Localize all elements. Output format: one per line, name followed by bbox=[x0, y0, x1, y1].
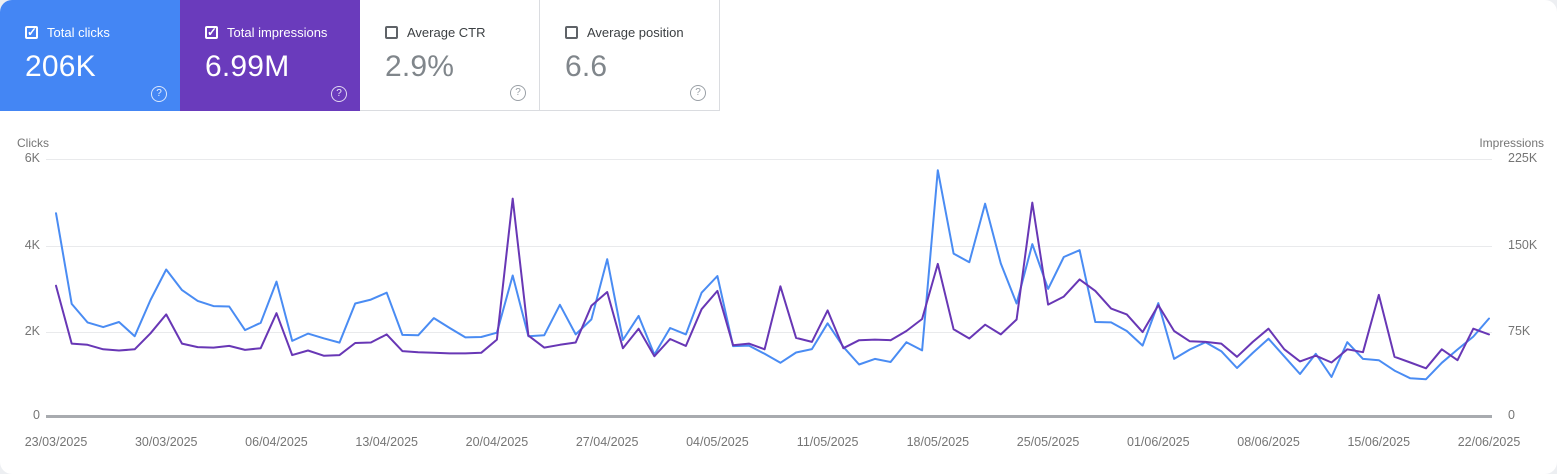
gridline bbox=[46, 159, 1492, 160]
impressions-line bbox=[55, 197, 1490, 370]
left-axis-tick: 6K bbox=[24, 151, 40, 165]
x-tick-label: 23/03/2025 bbox=[24, 435, 88, 449]
average-ctr-checkbox[interactable] bbox=[385, 26, 398, 39]
average-ctr-value: 2.9% bbox=[385, 50, 455, 83]
left-axis-tick: 4K bbox=[24, 238, 40, 252]
x-tick-label: 11/05/2025 bbox=[796, 435, 859, 449]
average-position-checkbox[interactable] bbox=[565, 26, 578, 39]
x-tick-label: 13/04/2025 bbox=[355, 435, 418, 449]
right-axis-tick: 150K bbox=[1508, 238, 1538, 252]
card-average-position[interactable]: Average position 6.6 ? bbox=[540, 0, 720, 111]
x-tick-label: 08/06/2025 bbox=[1237, 435, 1300, 449]
gridline bbox=[46, 246, 1492, 247]
metric-cards: Total clicks 206K ? Total impressions 6.… bbox=[0, 0, 720, 111]
right-axis-title: Impressions bbox=[1479, 136, 1544, 150]
clicks-line bbox=[55, 169, 1490, 381]
left-axis-tick: 0 bbox=[33, 408, 40, 422]
left-axis-title: Clicks bbox=[17, 136, 49, 150]
total-impressions-label: Total impressions bbox=[227, 25, 328, 40]
card-average-ctr[interactable]: Average CTR 2.9% ? bbox=[360, 0, 540, 111]
help-icon[interactable]: ? bbox=[331, 86, 347, 102]
help-icon[interactable]: ? bbox=[690, 85, 706, 101]
x-tick-label: 25/05/2025 bbox=[1016, 435, 1080, 449]
total-impressions-checkbox[interactable] bbox=[205, 25, 218, 39]
average-position-value: 6.6 bbox=[565, 50, 608, 83]
left-axis-tick: 2K bbox=[24, 324, 40, 338]
right-axis-tick: 0 bbox=[1508, 408, 1515, 422]
average-ctr-label: Average CTR bbox=[407, 25, 486, 40]
right-axis-tick: 225K bbox=[1508, 151, 1538, 165]
x-tick-label: 27/04/2025 bbox=[575, 435, 639, 449]
card-total-clicks[interactable]: Total clicks 206K ? bbox=[0, 0, 180, 111]
total-clicks-value: 206K bbox=[25, 50, 96, 83]
total-impressions-value: 6.99M bbox=[205, 50, 290, 83]
x-tick-label: 06/04/2025 bbox=[245, 435, 308, 449]
total-clicks-label: Total clicks bbox=[47, 25, 110, 40]
x-axis-line bbox=[46, 415, 1492, 418]
help-icon[interactable]: ? bbox=[510, 85, 526, 101]
average-position-label: Average position bbox=[587, 25, 684, 40]
x-tick-label: 22/06/2025 bbox=[1457, 435, 1521, 449]
help-icon[interactable]: ? bbox=[151, 86, 167, 102]
x-tick-label: 15/06/2025 bbox=[1347, 435, 1411, 449]
x-tick-label: 04/05/2025 bbox=[686, 435, 749, 449]
total-clicks-checkbox[interactable] bbox=[25, 25, 38, 39]
x-tick-label: 01/06/2025 bbox=[1127, 435, 1190, 449]
card-total-impressions[interactable]: Total impressions 6.99M ? bbox=[180, 0, 360, 111]
x-tick-label: 30/03/2025 bbox=[134, 435, 198, 449]
x-axis-labels: 23/03/2025 30/03/2025 06/04/2025 13/04/2025… bbox=[0, 435, 1557, 451]
x-tick-label: 20/04/2025 bbox=[465, 435, 529, 449]
right-axis-tick: 75K bbox=[1508, 324, 1531, 338]
x-tick-label: 18/05/2025 bbox=[906, 435, 970, 449]
